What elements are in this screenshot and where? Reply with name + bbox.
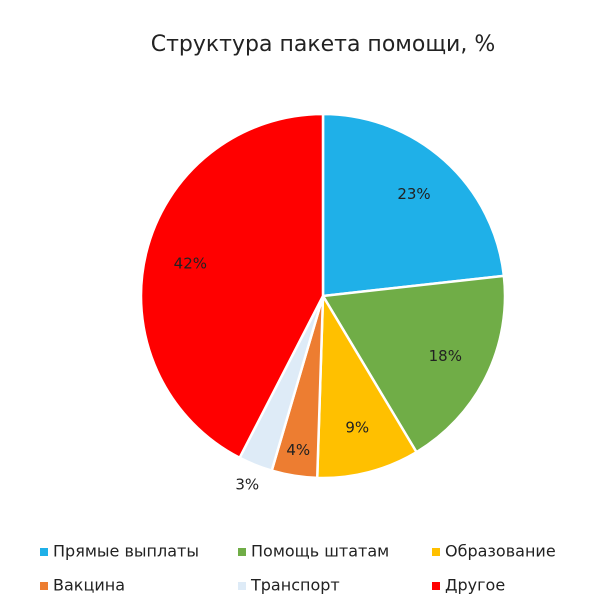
data-label: 42% (174, 254, 207, 272)
legend-label: Транспорт (250, 576, 340, 595)
data-label: 9% (345, 419, 369, 437)
data-label: 4% (286, 441, 310, 459)
legend-swatch (432, 582, 440, 590)
data-label: 23% (397, 185, 430, 203)
legend-swatch (238, 548, 246, 556)
legend-label: Образование (445, 542, 556, 561)
legend-swatch (238, 582, 246, 590)
legend-swatch (40, 548, 48, 556)
data-label: 3% (235, 476, 259, 494)
legend-label: Вакцина (53, 576, 125, 595)
pie-slice (321, 112, 506, 298)
data-label: 18% (429, 347, 462, 365)
legend-label: Другое (445, 576, 505, 595)
pie-slice (315, 291, 419, 480)
chart-title: Структура пакета помощи, % (151, 32, 496, 57)
legend-swatch (432, 548, 440, 556)
legend-swatch (40, 582, 48, 590)
pie-slice (320, 274, 507, 454)
pie-slice (139, 112, 325, 460)
legend-label: Помощь штатам (251, 542, 389, 561)
legend-label: Прямые выплаты (53, 542, 199, 561)
